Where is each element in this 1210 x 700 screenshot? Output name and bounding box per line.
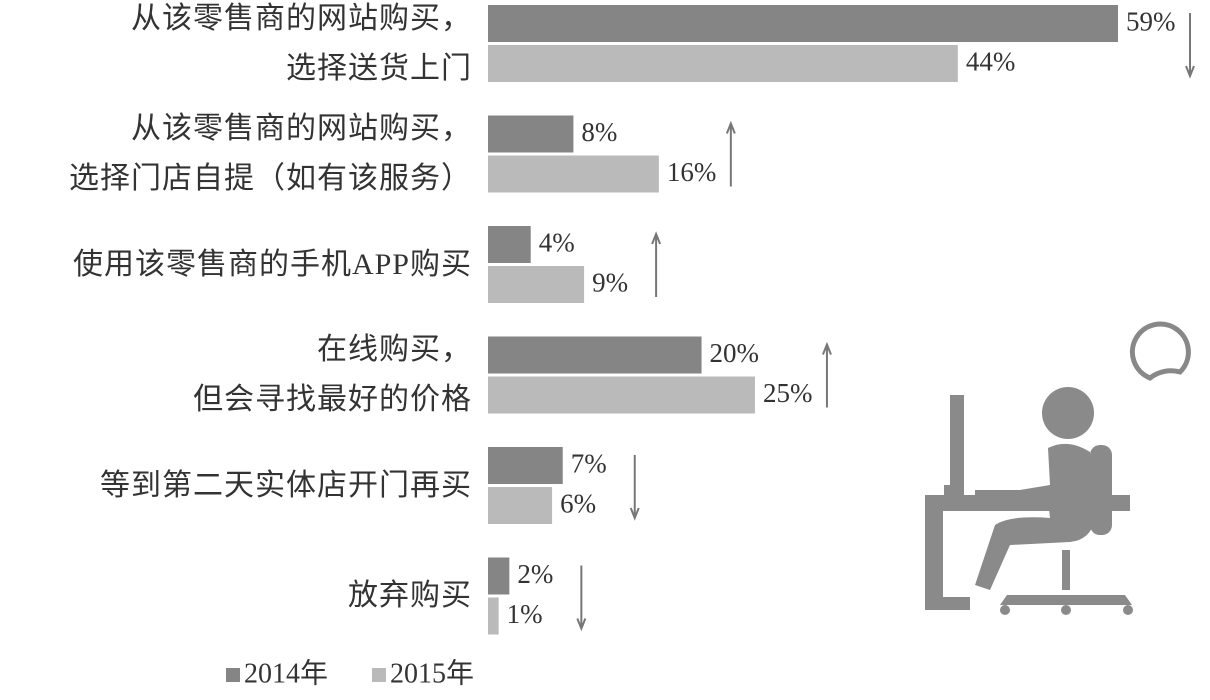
value-label: 8% [581, 117, 617, 147]
value-label: 6% [560, 489, 596, 519]
value-label: 44% [966, 47, 1016, 77]
bar [488, 266, 585, 303]
category-label: 在线购买， 但会寻找最好的价格 [193, 333, 472, 416]
bar [488, 597, 499, 635]
illustration [925, 321, 1191, 615]
value-label: 20% [710, 338, 760, 368]
legend-swatch [226, 668, 240, 682]
bar [488, 557, 510, 595]
category-label: 从该零售商的网站购买， 选择送货上门 [131, 1, 472, 85]
category-label: 使用该零售商的手机APP购买 [72, 247, 472, 281]
bar [488, 45, 958, 82]
trend-arrow [576, 565, 587, 632]
category-label: 等到第二天实体店开门再买 [100, 468, 472, 502]
bar [488, 155, 659, 193]
category-label: 从该零售商的网站购买， 选择门店自提（如有该服务） [69, 112, 472, 195]
value-label: 2% [517, 559, 553, 589]
bar [488, 115, 574, 153]
trend-arrow [822, 341, 832, 408]
value-label: 9% [592, 268, 628, 298]
value-label: 25% [763, 378, 813, 408]
bar [488, 5, 1118, 42]
bar [488, 336, 702, 374]
value-label: 16% [667, 157, 717, 187]
trend-arrow [1185, 13, 1195, 79]
value-label: 4% [539, 228, 575, 258]
value-label: 7% [571, 449, 607, 479]
legend-label: 2014年 [244, 657, 328, 689]
bar [488, 487, 553, 524]
bar [488, 226, 531, 263]
category-label: 放弃购买 [348, 579, 472, 612]
bar [488, 447, 563, 484]
value-label: 59% [1126, 7, 1176, 37]
bar [488, 376, 755, 414]
trend-arrow [651, 231, 662, 297]
value-label: 1% [507, 599, 543, 629]
trend-arrow [629, 455, 640, 521]
legend: 2014年 2015年 [226, 657, 474, 689]
legend-label: 2015年 [390, 657, 474, 689]
legend-swatch [372, 668, 386, 682]
trend-arrow [725, 120, 736, 187]
